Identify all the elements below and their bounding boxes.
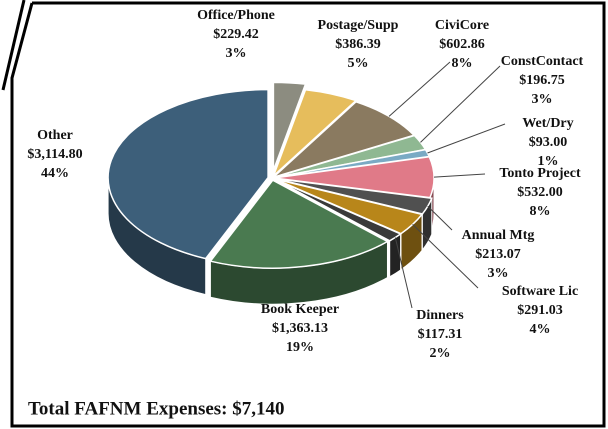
pie-slice bbox=[209, 179, 390, 269]
value-label: $229.42 bbox=[213, 27, 259, 42]
value-label: $93.00 bbox=[529, 135, 568, 150]
pie-slice bbox=[272, 88, 358, 177]
labels: Office/Phone $229.42 3% Postage/Supp $386.39… bbox=[27, 8, 583, 361]
percent-label: 3% bbox=[226, 46, 247, 61]
category-label: Postage/Supp bbox=[318, 18, 399, 33]
leader-line bbox=[427, 205, 453, 231]
percent-label: 8% bbox=[452, 56, 473, 71]
percent-label: 5% bbox=[348, 56, 369, 71]
category-label: Wet/Dry bbox=[522, 116, 573, 131]
value-label: $1,363.13 bbox=[272, 321, 328, 336]
percent-label: 3% bbox=[532, 92, 553, 107]
pie-slice bbox=[107, 88, 269, 260]
category-label: Annual Mtg bbox=[462, 228, 535, 243]
value-label: $291.03 bbox=[517, 303, 563, 318]
value-label: $196.75 bbox=[519, 73, 565, 88]
leader-line bbox=[412, 224, 479, 289]
pie-tops bbox=[107, 81, 435, 269]
category-label: CiviCore bbox=[435, 18, 489, 33]
category-label: Tonto Project bbox=[499, 166, 581, 181]
category-label: Dinners bbox=[416, 308, 464, 323]
leader-line bbox=[420, 65, 501, 143]
percent-label: 3% bbox=[488, 266, 509, 281]
value-label: $532.00 bbox=[517, 185, 563, 200]
value-label: $213.07 bbox=[475, 247, 521, 262]
value-label: $117.31 bbox=[418, 327, 463, 342]
pie-slice bbox=[272, 81, 307, 171]
percent-label: 44% bbox=[41, 166, 69, 181]
total-annotation: Total FAFNM Expenses: $7,140 bbox=[28, 398, 285, 419]
value-label: $602.86 bbox=[439, 37, 485, 52]
percent-label: 8% bbox=[530, 204, 551, 219]
frame bbox=[10, 1, 606, 428]
category-label: Office/Phone bbox=[197, 8, 275, 23]
percent-label: 4% bbox=[530, 322, 551, 337]
leader-line bbox=[388, 61, 451, 117]
leader-line bbox=[427, 123, 506, 154]
frame-edge bbox=[1, 0, 26, 91]
percent-label: 2% bbox=[430, 346, 451, 361]
category-label: Software Lic bbox=[502, 284, 578, 299]
category-label: ConstContact bbox=[501, 54, 584, 69]
value-label: $3,114.80 bbox=[27, 147, 82, 162]
leader-line bbox=[433, 173, 486, 178]
leader-line bbox=[394, 237, 413, 309]
pie-slice bbox=[272, 100, 416, 178]
percent-label: 19% bbox=[286, 340, 314, 355]
category-label: Other bbox=[37, 128, 73, 143]
category-label: Book Keeper bbox=[261, 302, 339, 317]
value-label: $386.39 bbox=[335, 37, 381, 52]
percent-label: 1% bbox=[538, 154, 559, 169]
